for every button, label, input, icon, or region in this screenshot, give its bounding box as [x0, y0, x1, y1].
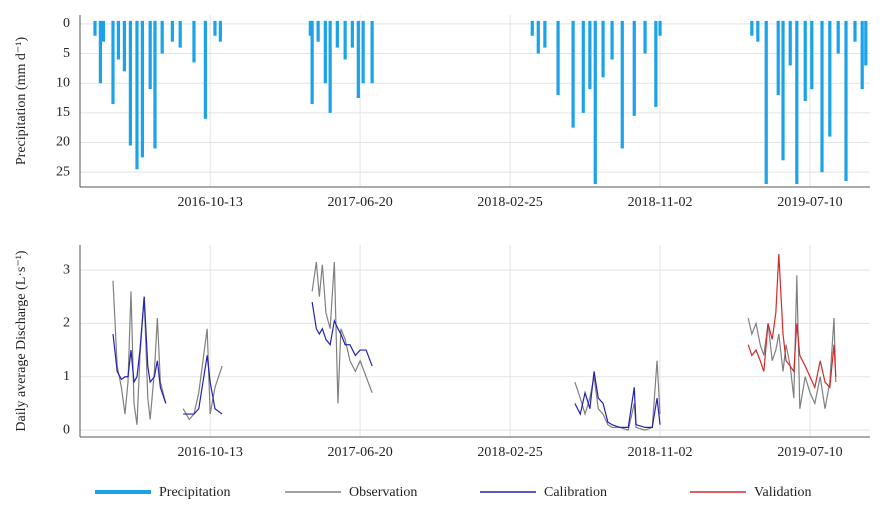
precip-bar: [820, 20, 824, 173]
precip-bar: [170, 20, 174, 42]
precip-bar: [316, 20, 320, 42]
precip-bar: [93, 20, 97, 36]
x-tick-label: 2018-11-02: [628, 195, 693, 210]
precip-bar: [101, 20, 105, 42]
y-tick-label: 0: [63, 422, 70, 437]
precip-bar: [764, 20, 768, 185]
precip-bar: [543, 20, 547, 48]
precip-bar: [781, 20, 785, 161]
legend-label: Observation: [349, 485, 417, 500]
precip-bar: [750, 20, 754, 36]
legend-label: Precipitation: [159, 485, 231, 500]
precip-bar: [178, 20, 182, 48]
y-tick-label: 25: [56, 164, 70, 179]
legend-label: Calibration: [544, 485, 607, 500]
precip-bar: [135, 20, 139, 170]
precip-bar: [153, 20, 157, 149]
x-tick-label: 2017-06-20: [327, 445, 392, 460]
y-tick-label: 5: [63, 46, 70, 61]
precip-bar: [350, 20, 354, 48]
precip-bar: [361, 20, 365, 84]
precip-bar: [593, 20, 597, 185]
legend-label: Validation: [754, 485, 812, 500]
x-tick-label: 2018-02-25: [477, 195, 542, 210]
precip-bar: [111, 20, 115, 104]
x-tick-label: 2019-07-10: [777, 195, 842, 210]
precip-bar: [323, 20, 327, 84]
precip-bar: [788, 20, 792, 66]
y-tick-label: 1: [63, 369, 70, 384]
x-tick-label: 2016-10-13: [178, 195, 243, 210]
precip-bar: [836, 20, 840, 54]
precip-bar: [310, 20, 314, 104]
precip-bar: [335, 20, 339, 48]
y-tick-label: 15: [56, 105, 70, 120]
precip-bar: [601, 20, 605, 78]
precip-bar: [756, 20, 760, 42]
precip-bar: [308, 20, 312, 36]
y-tick-label: 3: [63, 262, 70, 277]
x-tick-label: 2016-10-13: [178, 445, 243, 460]
x-tick-label: 2018-11-02: [628, 445, 693, 460]
y-tick-label: 2: [63, 316, 70, 331]
precip-bar: [610, 20, 614, 60]
precip-bar: [632, 20, 636, 116]
precip-bar: [536, 20, 540, 54]
precip-bar: [658, 20, 662, 36]
precip-bar: [370, 20, 374, 84]
precip-bar: [844, 20, 848, 182]
precip-bar: [803, 20, 807, 101]
precip-bar: [98, 20, 102, 84]
precip-bar: [556, 20, 560, 96]
precip-bar: [328, 20, 332, 113]
y-tick-label: 0: [63, 16, 70, 31]
precip-bar: [116, 20, 120, 60]
precip-bar: [148, 20, 152, 90]
y-tick-label: 20: [56, 135, 70, 150]
x-tick-label: 2019-07-10: [777, 445, 842, 460]
precip-bar: [654, 20, 658, 107]
precip-bar: [140, 20, 144, 158]
discharge-line: [747, 254, 837, 390]
y-tick-label: 10: [56, 75, 70, 90]
precip-bar: [620, 20, 624, 149]
precip-bar: [203, 20, 207, 119]
precip-bar: [860, 20, 864, 90]
precip-bar: [192, 20, 196, 63]
precip-bar: [853, 20, 857, 42]
precip-bar: [213, 20, 217, 36]
precip-bar: [343, 20, 347, 60]
precip-bar: [588, 20, 592, 90]
precip-bar: [356, 20, 360, 99]
x-tick-label: 2017-06-20: [327, 195, 392, 210]
discharge-line: [112, 261, 837, 431]
y-axis-title: Precipitation (mm d⁻¹): [14, 37, 29, 166]
precip-bar: [530, 20, 534, 36]
precip-bar: [810, 20, 814, 90]
precip-bar: [128, 20, 132, 146]
precip-bar: [581, 20, 585, 113]
precip-bar: [795, 20, 799, 185]
precip-bar: [571, 20, 575, 128]
precip-bar: [643, 20, 647, 54]
precip-bar: [864, 20, 868, 66]
precip-bar: [122, 20, 126, 72]
x-tick-label: 2018-02-25: [477, 445, 542, 460]
y-axis-title: Daily average Discharge (L·s⁻¹): [14, 250, 29, 432]
discharge-line: [112, 296, 661, 428]
precip-bar: [218, 20, 222, 42]
precip-bar: [828, 20, 832, 137]
precip-bar: [160, 20, 164, 54]
precip-bar: [776, 20, 780, 96]
